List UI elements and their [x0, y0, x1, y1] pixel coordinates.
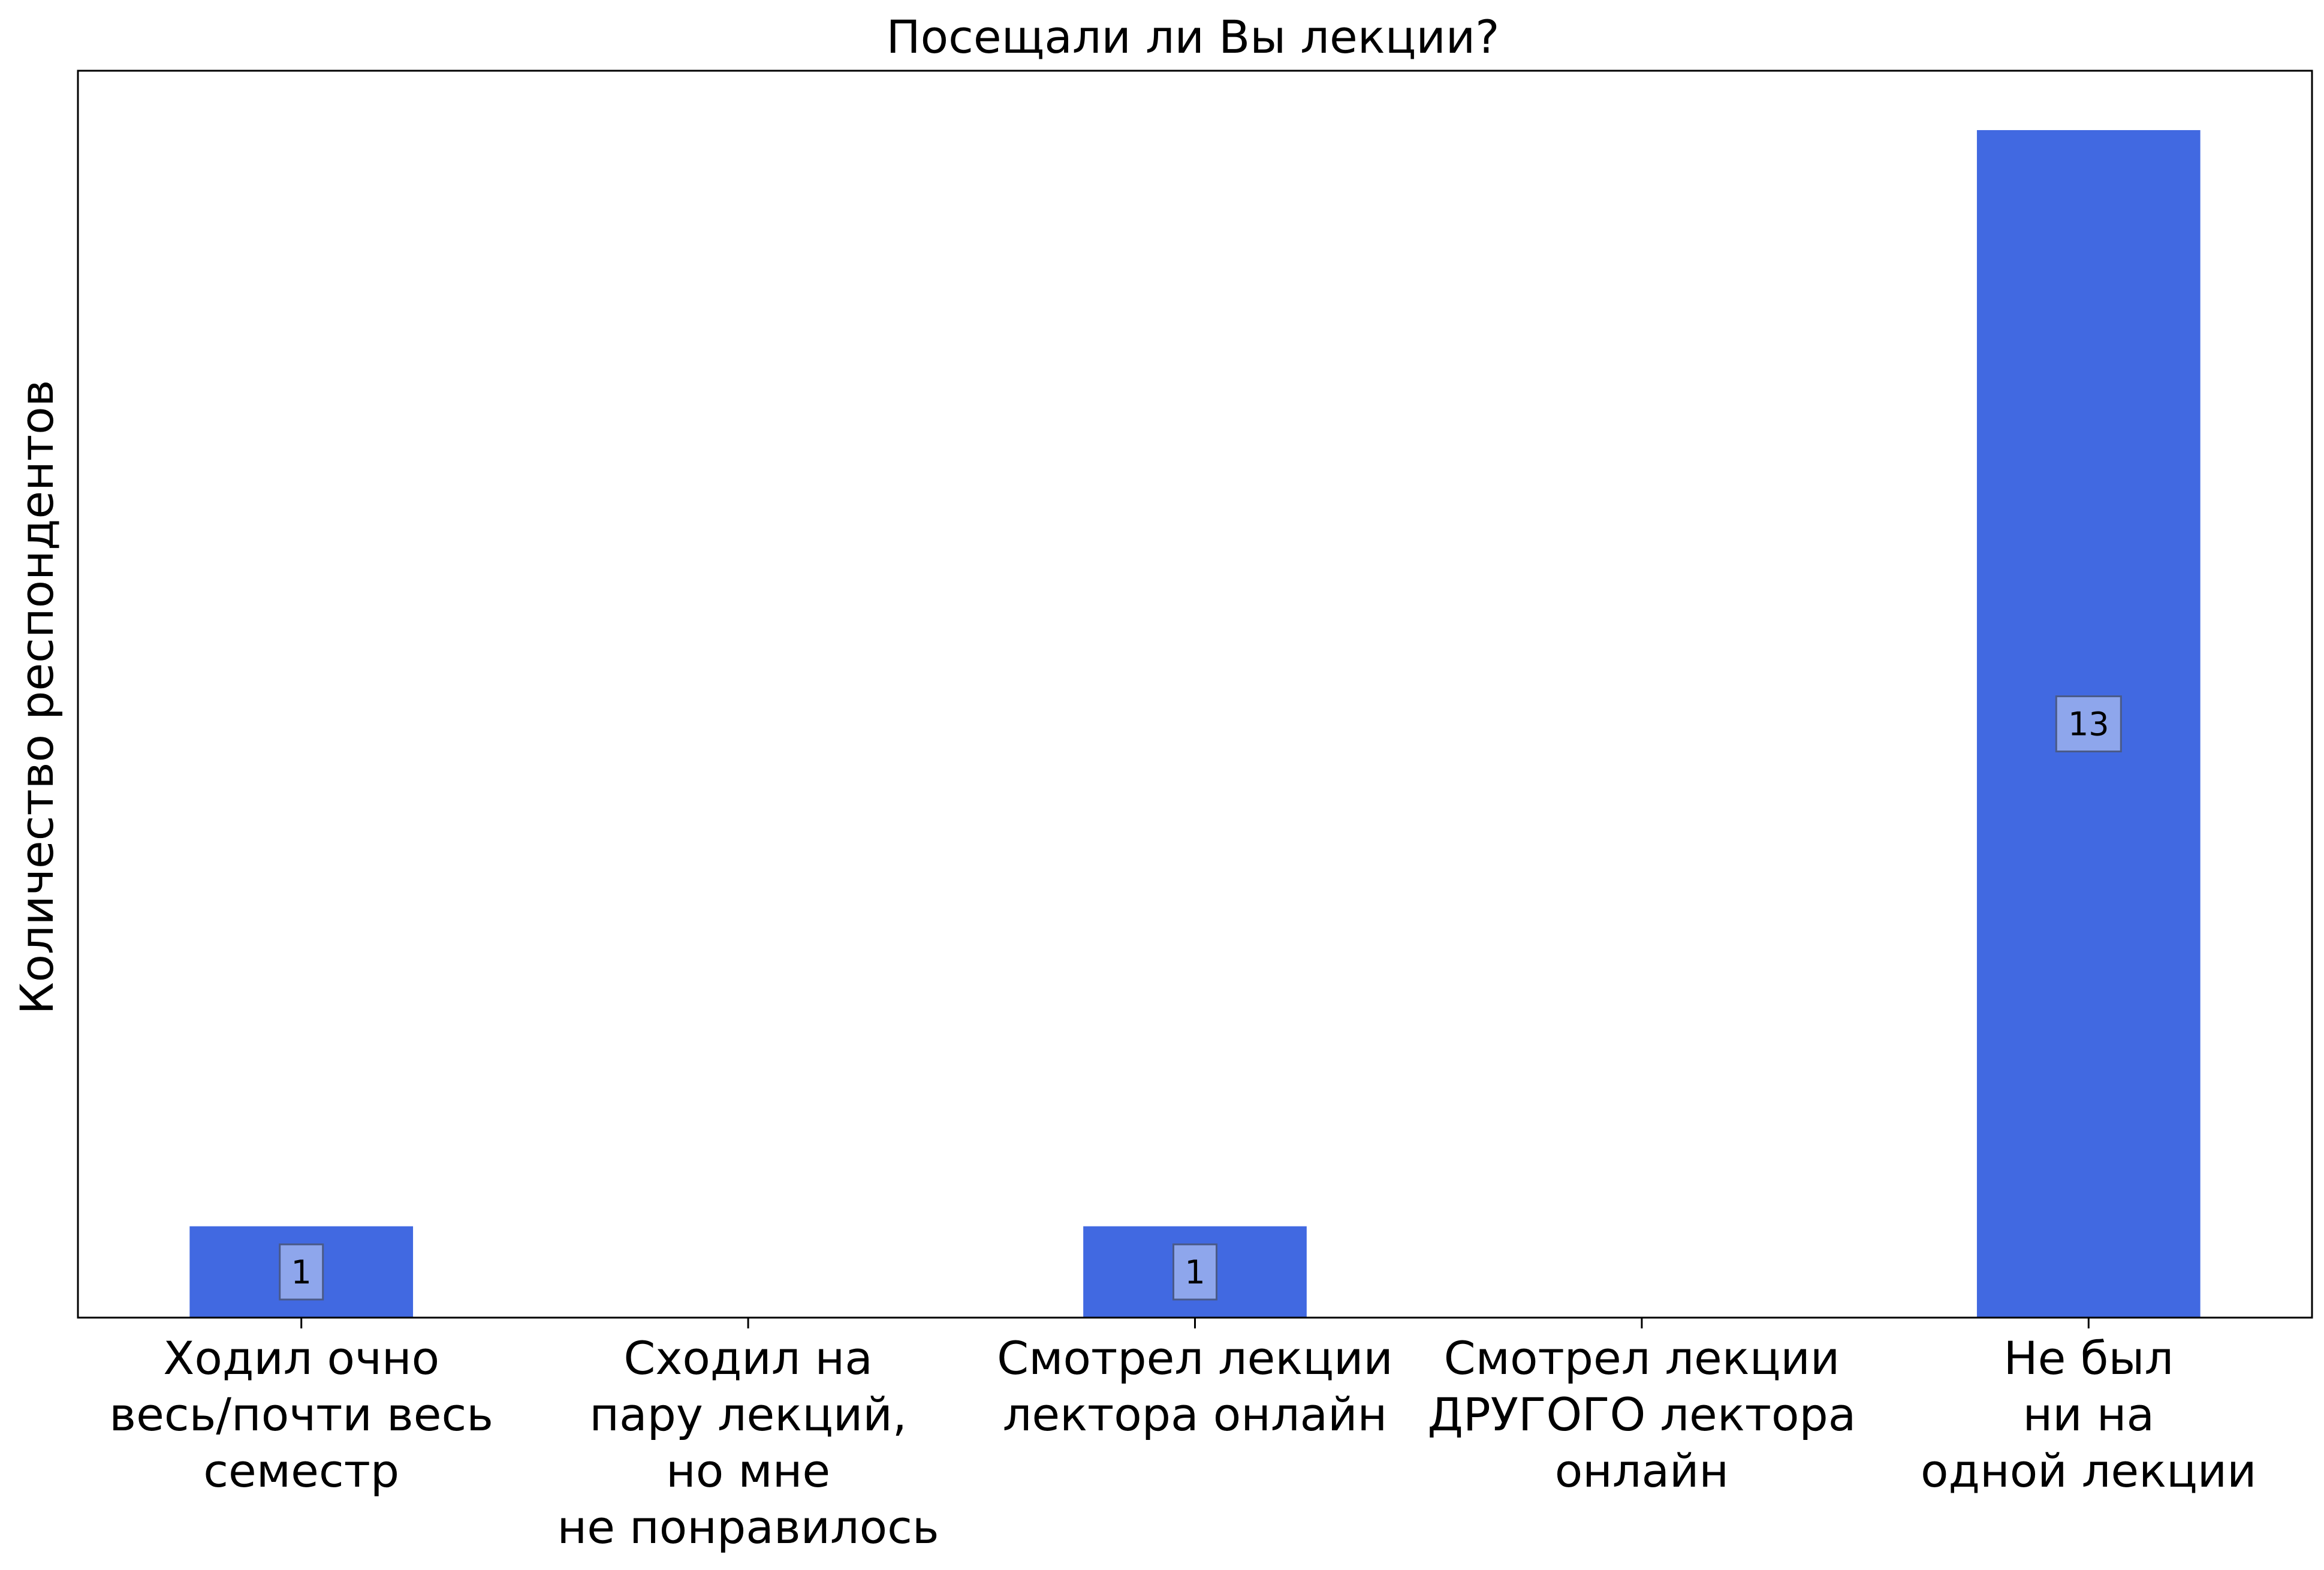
x-tick-label: Смотрел лекции ДРУГОГО лектора онлайн: [1427, 1331, 1856, 1497]
chart-title: Посещали ли Вы лекции?: [887, 10, 1500, 64]
data-label-box: [279, 1243, 324, 1301]
data-label: 1: [1184, 1253, 1205, 1291]
plot-frame: [77, 70, 2313, 1319]
y-axis-label: Количество респондентов: [10, 380, 64, 1015]
x-tick-label: Ходил очно весь/почти весь семестр: [109, 1331, 493, 1497]
x-tick-label: Смотрел лекции лектора онлайн: [997, 1331, 1393, 1441]
x-ticks-layer: Ходил очно весь/почти весь семестр Сходил н…: [109, 1318, 2257, 1554]
data-label-box: [1172, 1243, 1217, 1301]
x-tick-label: Не был ни на одной лекции: [1921, 1331, 2257, 1497]
bars-layer: 1 1 13: [189, 130, 2201, 1318]
x-tick-label: Сходил на пару лекций, но мне не понравилос…: [557, 1331, 939, 1554]
data-label: 1: [291, 1253, 312, 1291]
data-label: 13: [2068, 706, 2109, 743]
data-label-box: [2055, 695, 2122, 753]
